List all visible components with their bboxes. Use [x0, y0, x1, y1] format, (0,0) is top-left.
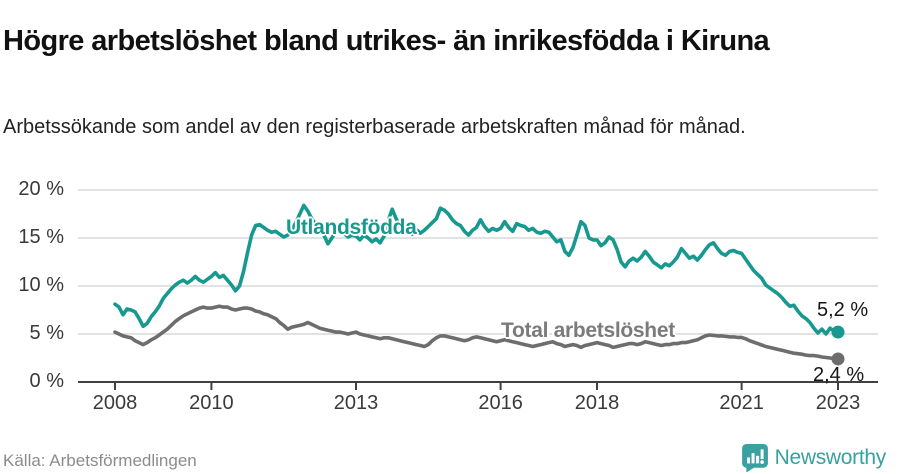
y-axis-tick-label: 10 % [18, 274, 64, 296]
x-axis-tick-label: 2013 [333, 392, 379, 414]
end-value-label-total: 2,4 % [813, 364, 865, 386]
y-axis-tick-label: 20 % [18, 178, 64, 200]
x-axis-tick-label: 2021 [719, 392, 764, 414]
y-axis-tick-label: 15 % [18, 226, 64, 248]
series-label-utlandsfodda: Utlandsfödda [286, 216, 417, 239]
x-axis-tick-label: 2023 [815, 392, 861, 414]
x-axis-tick-label: 2016 [478, 392, 523, 414]
x-axis-tick-label: 2008 [92, 392, 138, 414]
y-axis-tick-label: 0 % [29, 370, 64, 392]
newsworthy-wordmark: Newsworthy [774, 446, 887, 469]
chart-title: Högre arbetslöshet bland utrikes- än inr… [3, 25, 770, 58]
end-value-label-utlandsfodda: 5,2 % [817, 299, 869, 321]
chart-subtitle: Arbetssökande som andel av den registerb… [3, 116, 746, 138]
series-label-total-arbetsloshet: Total arbetslöshet [501, 319, 675, 342]
x-axis-tick-label: 2018 [574, 392, 620, 414]
x-axis-tick-label: 2010 [189, 392, 234, 414]
source-note: Källa: Arbetsförmedlingen [3, 451, 197, 470]
newsworthy-badge-icon [741, 444, 768, 472]
newsworthy-logo[interactable]: Newsworthy [741, 444, 887, 472]
y-axis-tick-label: 5 % [29, 322, 64, 344]
